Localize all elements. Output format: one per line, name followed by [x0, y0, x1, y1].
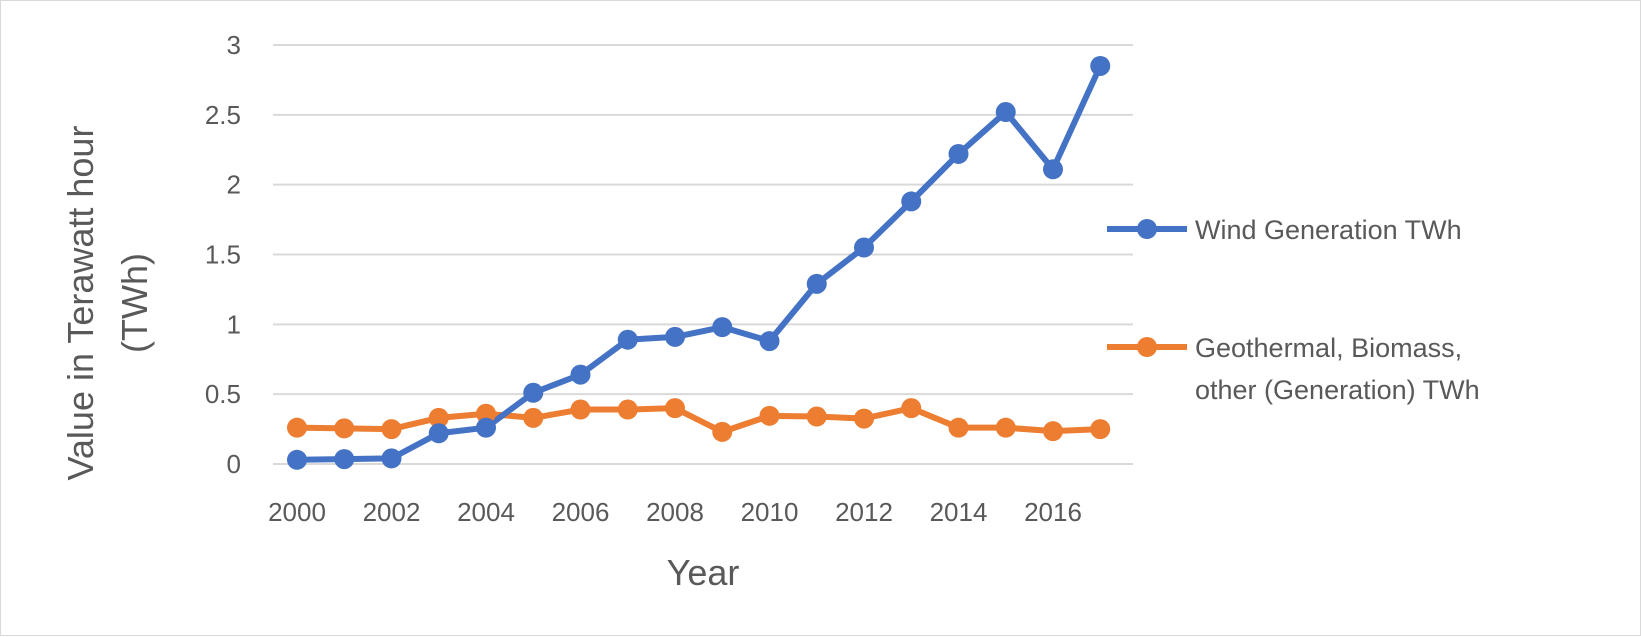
legend-swatch-marker	[1137, 219, 1157, 239]
y-tick-label: 0.5	[205, 379, 241, 409]
series-line-1	[294, 405, 1104, 435]
x-tick-label: 2004	[457, 497, 515, 527]
y-tick-label: 0	[227, 449, 241, 479]
data-point	[759, 331, 780, 352]
data-point	[570, 364, 591, 385]
data-point	[570, 399, 591, 420]
data-point	[948, 143, 969, 164]
data-point	[476, 417, 496, 438]
legend-item-geothermal: Geothermal, Biomass, other (Generation) …	[1107, 333, 1480, 405]
data-point	[712, 317, 733, 338]
series-markers	[287, 55, 1111, 470]
x-tick-label: 2010	[741, 497, 799, 527]
series-line-0	[294, 62, 1104, 463]
data-point	[806, 273, 827, 294]
y-tick-label: 3	[227, 30, 241, 60]
data-point	[901, 398, 922, 419]
data-point	[428, 423, 449, 444]
data-point	[995, 417, 1016, 438]
x-tick-label: 2006	[552, 497, 610, 527]
legend-swatch-marker	[1137, 337, 1157, 357]
x-tick-label: 2012	[835, 497, 893, 527]
x-tick-label: 2000	[268, 497, 326, 527]
legend-item-wind: Wind Generation TWh	[1107, 215, 1462, 245]
y-tick-label: 1.5	[205, 240, 241, 270]
y-tick-label: 2.5	[205, 100, 241, 130]
data-point	[854, 408, 874, 429]
y-tick-label: 1	[227, 309, 241, 339]
data-point	[1090, 419, 1111, 440]
legend-label-wind: Wind Generation TWh	[1195, 215, 1462, 245]
data-point	[523, 382, 544, 403]
data-point	[1043, 421, 1063, 442]
data-point	[617, 399, 638, 420]
legend-label-geothermal-line-1: Geothermal, Biomass,	[1195, 333, 1462, 363]
data-point	[381, 419, 402, 440]
data-point	[617, 329, 638, 350]
y-axis-title-line-2: (TWh)	[114, 253, 155, 353]
data-point	[854, 237, 874, 258]
y-tick-label: 2	[227, 170, 241, 200]
data-point	[1090, 55, 1111, 76]
x-tick-label: 2002	[363, 497, 421, 527]
data-point	[334, 418, 355, 439]
legend: Wind Generation TWh Geothermal, Biomass,…	[1107, 215, 1480, 405]
legend-label-geothermal-line-2: other (Generation) TWh	[1195, 375, 1480, 405]
x-tick-label: 2014	[930, 497, 988, 527]
data-point	[712, 421, 733, 442]
data-point	[287, 417, 307, 438]
y-axis-title: Value in Terawatt hour (TWh)	[60, 126, 155, 481]
data-point	[665, 398, 685, 419]
x-tick-label: 2016	[1024, 497, 1082, 527]
data-point	[806, 406, 827, 427]
y-axis-ticks: 0 0.5 1 1.5 2 2.5 3	[205, 30, 241, 479]
data-point	[759, 405, 780, 426]
gridlines	[273, 44, 1133, 465]
data-point	[523, 407, 544, 428]
data-point	[901, 191, 922, 212]
data-point	[476, 403, 496, 424]
x-axis-title: Year	[667, 552, 740, 593]
data-point	[1043, 159, 1063, 180]
data-point	[428, 407, 449, 428]
y-axis-title-line-1: Value in Terawatt hour	[60, 126, 101, 481]
data-point	[334, 449, 355, 470]
series-lines	[294, 62, 1104, 463]
data-point	[381, 448, 402, 469]
data-point	[287, 449, 307, 470]
data-point	[995, 102, 1016, 123]
x-tick-label: 2008	[646, 497, 704, 527]
data-point	[948, 417, 969, 438]
x-axis-ticks: 2000 2002 2004 2006 2008 2010 2012 2014 2016	[268, 497, 1082, 527]
data-point	[665, 326, 685, 347]
